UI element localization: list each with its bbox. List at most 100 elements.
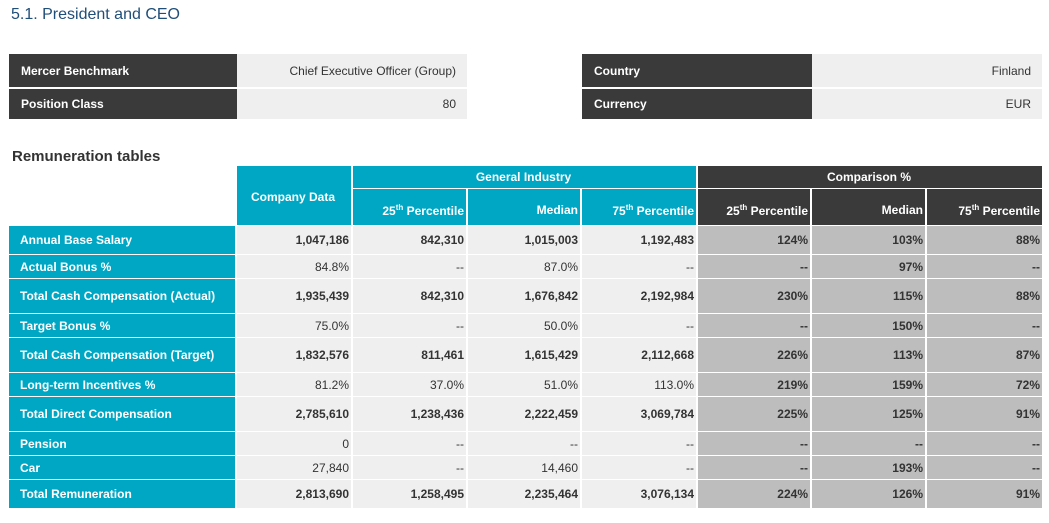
company-data-cell: 1,832,576	[237, 338, 353, 373]
cmp-median-cell: 150%	[812, 314, 927, 338]
gi-p25-cell: --	[353, 456, 468, 480]
mercer-benchmark-label: Mercer Benchmark	[9, 54, 237, 87]
company-data-cell: 2,785,610	[237, 397, 353, 432]
remuneration-table-body: Annual Base Salary 1,047,186 842,310 1,015,…	[9, 226, 1044, 509]
cmp-p25-cell: --	[698, 456, 812, 480]
row-label: Annual Base Salary	[9, 226, 237, 255]
table-row: Annual Base Salary 1,047,186 842,310 1,015,…	[9, 226, 1044, 255]
gi-median-cell: 14,460	[468, 456, 582, 480]
mercer-benchmark-value: Chief Executive Officer (Group)	[237, 54, 467, 87]
company-data-cell: 84.8%	[237, 255, 353, 279]
row-label: Total Cash Compensation (Actual)	[9, 279, 237, 314]
currency-value: EUR	[812, 89, 1042, 119]
row-label: Pension	[9, 432, 237, 456]
cmp-p25-cell: --	[698, 255, 812, 279]
row-label: Target Bonus %	[9, 314, 237, 338]
gi-p75-cell: --	[582, 432, 698, 456]
table-row: Actual Bonus % 84.8% -- 87.0% -- -- 97% --	[9, 255, 1044, 279]
cmp-p25-cell: 225%	[698, 397, 812, 432]
gi-median-cell: 2,235,464	[468, 480, 582, 509]
cmp-p75-cell: --	[927, 255, 1044, 279]
cmp-p75-cell: 88%	[927, 226, 1044, 255]
table-row: Car 27,840 -- 14,460 -- -- 193% --	[9, 456, 1044, 480]
gi-p75-header: 75th Percentile	[582, 189, 698, 226]
cmp-p75-cell: --	[927, 456, 1044, 480]
cmp-p75-header: 75th Percentile	[927, 189, 1044, 226]
cmp-p25-cell: 226%	[698, 338, 812, 373]
company-data-header: Company Data	[237, 166, 353, 226]
general-industry-header: General Industry	[353, 166, 698, 189]
cmp-p25-cell: 124%	[698, 226, 812, 255]
gi-p75-cell: --	[582, 314, 698, 338]
table-row: Total Cash Compensation (Actual) 1,935,43…	[9, 279, 1044, 314]
gi-p25-header: 25th Percentile	[353, 189, 468, 226]
gi-p75-cell: --	[582, 456, 698, 480]
company-data-cell: 81.2%	[237, 373, 353, 397]
gi-median-cell: 1,615,429	[468, 338, 582, 373]
country-info-panel: Country Finland Currency EUR	[582, 54, 1042, 119]
gi-p25-cell: 37.0%	[353, 373, 468, 397]
company-data-cell: 2,813,690	[237, 480, 353, 509]
cmp-p75-cell: 91%	[927, 397, 1044, 432]
cmp-p75-cell: 88%	[927, 279, 1044, 314]
cmp-median-header: Median	[812, 189, 927, 226]
gi-p25-cell: --	[353, 255, 468, 279]
cmp-median-cell: 103%	[812, 226, 927, 255]
cmp-median-cell: --	[812, 432, 927, 456]
cmp-p75-cell: --	[927, 314, 1044, 338]
gi-median-cell: --	[468, 432, 582, 456]
gi-median-cell: 1,676,842	[468, 279, 582, 314]
cmp-median-cell: 115%	[812, 279, 927, 314]
table-row: Total Cash Compensation (Target) 1,832,57…	[9, 338, 1044, 373]
cmp-p25-cell: --	[698, 432, 812, 456]
gi-p75-cell: 113.0%	[582, 373, 698, 397]
gi-p25-cell: 1,258,495	[353, 480, 468, 509]
cmp-p75-cell: 91%	[927, 480, 1044, 509]
company-data-cell: 75.0%	[237, 314, 353, 338]
gi-p25-cell: 811,461	[353, 338, 468, 373]
country-label: Country	[582, 54, 812, 87]
company-data-cell: 27,840	[237, 456, 353, 480]
currency-label: Currency	[582, 89, 812, 119]
row-label: Total Remuneration	[9, 480, 237, 509]
gi-median-cell: 2,222,459	[468, 397, 582, 432]
cmp-p25-cell: 219%	[698, 373, 812, 397]
remuneration-table: Company Data General Industry Comparison…	[9, 166, 1044, 509]
gi-median-cell: 50.0%	[468, 314, 582, 338]
gi-p75-cell: 2,192,984	[582, 279, 698, 314]
table-row: Long-term Incentives % 81.2% 37.0% 51.0% 113…	[9, 373, 1044, 397]
header-blank	[9, 166, 237, 226]
benchmark-info-panel: Mercer Benchmark Chief Executive Officer…	[9, 54, 467, 119]
cmp-median-cell: 159%	[812, 373, 927, 397]
cmp-p25-cell: 230%	[698, 279, 812, 314]
cmp-median-cell: 113%	[812, 338, 927, 373]
gi-median-cell: 1,015,003	[468, 226, 582, 255]
gi-p25-cell: --	[353, 314, 468, 338]
cmp-p25-cell: --	[698, 314, 812, 338]
remuneration-title: Remuneration tables	[12, 148, 160, 165]
cmp-median-cell: 97%	[812, 255, 927, 279]
gi-median-cell: 51.0%	[468, 373, 582, 397]
cmp-p75-cell: 87%	[927, 338, 1044, 373]
country-value: Finland	[812, 54, 1042, 87]
cmp-p25-header: 25th Percentile	[698, 189, 812, 226]
row-label: Long-term Incentives %	[9, 373, 237, 397]
gi-p25-cell: 842,310	[353, 226, 468, 255]
gi-p75-cell: --	[582, 255, 698, 279]
cmp-median-cell: 125%	[812, 397, 927, 432]
gi-p25-cell: --	[353, 432, 468, 456]
cmp-p75-cell: 72%	[927, 373, 1044, 397]
table-row: Total Direct Compensation 2,785,610 1,238,…	[9, 397, 1044, 432]
row-label: Actual Bonus %	[9, 255, 237, 279]
table-row: Target Bonus % 75.0% -- 50.0% -- -- 150% --	[9, 314, 1044, 338]
table-row: Pension 0 -- -- -- -- -- --	[9, 432, 1044, 456]
position-class-label: Position Class	[9, 89, 237, 119]
gi-median-header: Median	[468, 189, 582, 226]
cmp-p75-cell: --	[927, 432, 1044, 456]
section-title: 5.1. President and CEO	[11, 6, 180, 24]
gi-p75-cell: 3,069,784	[582, 397, 698, 432]
gi-p75-cell: 3,076,134	[582, 480, 698, 509]
cmp-p25-cell: 224%	[698, 480, 812, 509]
position-class-value: 80	[237, 89, 467, 119]
gi-p75-cell: 1,192,483	[582, 226, 698, 255]
